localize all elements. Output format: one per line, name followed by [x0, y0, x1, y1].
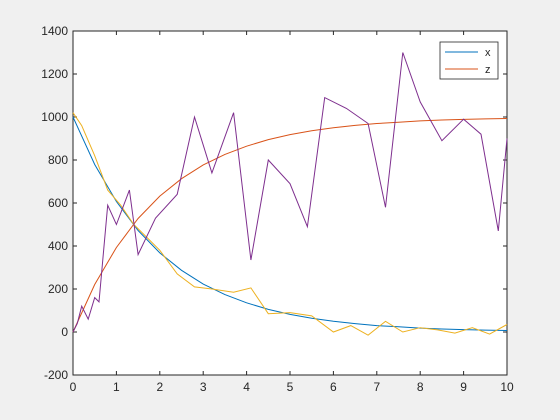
y-tick-label: 800 — [48, 153, 68, 167]
x-tick-label: 0 — [70, 380, 77, 394]
x-axis: 0 1 2 3 4 5 6 7 8 9 10 — [70, 31, 514, 394]
x-tick-label: 9 — [460, 380, 467, 394]
series-line-unnamed-3 — [72, 52, 508, 333]
x-tick-label: 10 — [500, 380, 514, 394]
legend-box — [439, 41, 499, 80]
y-tick-label: 1000 — [41, 110, 68, 124]
y-axis: -200 0 200 400 600 800 1000 1200 1400 — [41, 24, 507, 382]
y-tick-label: -200 — [44, 368, 68, 382]
legend: xz — [439, 41, 499, 80]
y-tick-label: 600 — [48, 196, 68, 210]
series-line-x — [72, 116, 508, 331]
y-tick-label: 400 — [48, 239, 68, 253]
series-line-unnamed-2 — [72, 112, 508, 336]
x-tick-label: 6 — [330, 380, 337, 394]
x-tick-label: 2 — [156, 380, 163, 394]
legend-label-x: x — [485, 47, 491, 59]
x-tick-label: 3 — [200, 380, 207, 394]
x-tick-label: 1 — [113, 380, 120, 394]
series-line-z — [72, 118, 508, 333]
series-layer — [72, 52, 508, 336]
y-tick-label: 0 — [61, 325, 68, 339]
x-tick-label: 4 — [243, 380, 250, 394]
legend-label-z: z — [485, 64, 491, 76]
y-tick-label: 1200 — [41, 67, 68, 81]
x-tick-label: 5 — [287, 380, 294, 394]
x-tick-label: 8 — [417, 380, 424, 394]
y-tick-label: 1400 — [41, 24, 68, 38]
y-tick-label: 200 — [48, 282, 68, 296]
x-tick-label: 7 — [373, 380, 380, 394]
plot-area — [72, 30, 508, 376]
